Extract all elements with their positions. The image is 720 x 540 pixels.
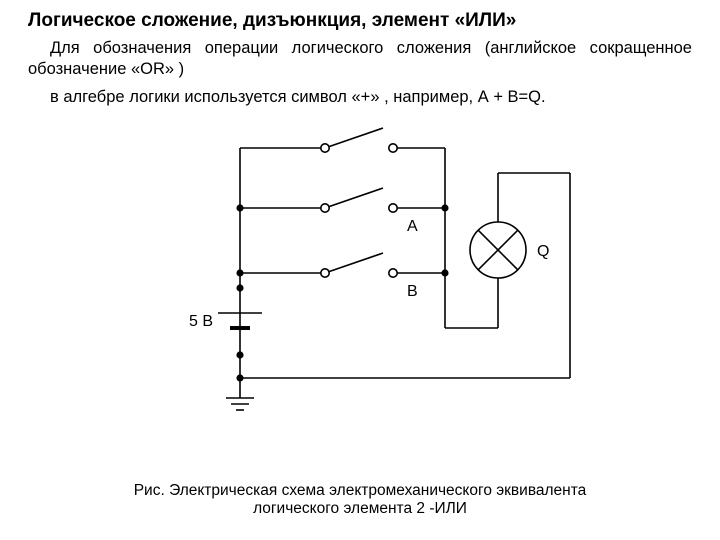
circuit-svg: A B Q 5 В bbox=[125, 118, 595, 418]
svg-text:A: A bbox=[407, 218, 418, 235]
figure-caption: Рис. Электрическая схема электромеханиче… bbox=[0, 482, 720, 518]
page: Логическое сложение, дизъюнкция, элемент… bbox=[0, 0, 720, 540]
paragraph-2: в алгебре логики используется символ «+»… bbox=[28, 87, 692, 108]
page-title: Логическое сложение, дизъюнкция, элемент… bbox=[28, 10, 692, 32]
svg-text:5 В: 5 В bbox=[189, 313, 213, 330]
caption-line-1: Рис. Электрическая схема электромеханиче… bbox=[134, 482, 587, 499]
svg-text:B: B bbox=[407, 283, 418, 300]
svg-text:Q: Q bbox=[537, 243, 549, 260]
circuit-diagram: A B Q 5 В bbox=[28, 118, 692, 418]
caption-line-2: логического элемента 2 -ИЛИ bbox=[253, 500, 467, 517]
paragraph-1: Для обозначения операции логического сло… bbox=[28, 38, 692, 81]
